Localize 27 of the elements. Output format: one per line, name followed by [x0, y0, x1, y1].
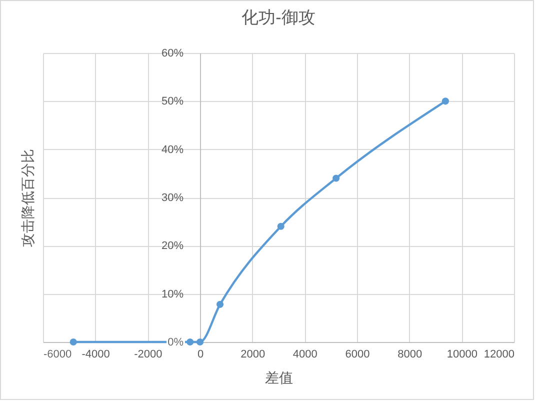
x-tick-label: 8000 [398, 348, 422, 360]
y-tick-label: 20% [161, 240, 184, 252]
x-tick-label: 12000 [484, 348, 514, 360]
x-axis-title: 差值 [265, 370, 293, 386]
point [332, 174, 340, 182]
x-tick-label: 2000 [240, 348, 266, 360]
point [277, 222, 284, 230]
y-tick-label: 60% [161, 48, 184, 60]
y-tick-label: 30% [161, 192, 184, 204]
point [196, 338, 204, 346]
x-tick-label: 10000 [446, 348, 478, 360]
x-tick-label: -4000 [82, 348, 110, 360]
y-tick-label: 10% [161, 288, 184, 300]
x-tick-label: 4000 [292, 348, 318, 360]
y-tick-label: 50% [161, 96, 184, 108]
point [216, 300, 224, 308]
y-axis-title: 攻击降低百分比 [20, 149, 36, 247]
x-tick-label: -6000 [44, 348, 72, 360]
chart-title: 化功-御攻 [242, 8, 316, 27]
x-tick-label: 6000 [345, 348, 370, 360]
y-tick-label: 0% [168, 336, 184, 348]
x-tick-label: 0 [197, 348, 204, 360]
y-tick-label: 40% [161, 144, 184, 156]
point [442, 98, 449, 105]
point [186, 338, 194, 346]
point [70, 338, 77, 346]
x-tick-label: -2000 [134, 348, 162, 360]
